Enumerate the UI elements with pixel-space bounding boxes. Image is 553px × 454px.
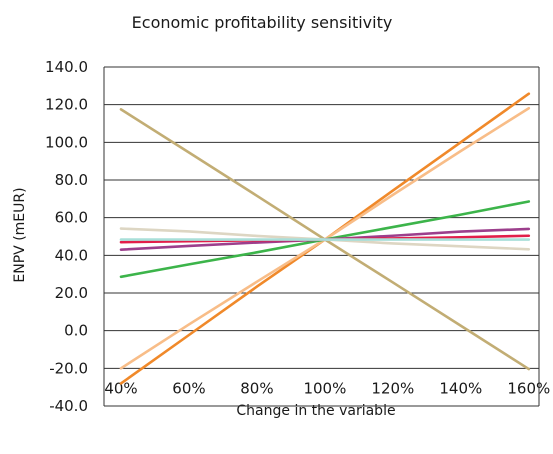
x-tick-label: 160% bbox=[507, 379, 550, 397]
y-tick-label: 40.0 bbox=[55, 246, 88, 264]
y-tick-label: 20.0 bbox=[55, 284, 88, 302]
x-tick-label: 100% bbox=[303, 379, 346, 397]
y-tick-label: -20.0 bbox=[49, 359, 88, 377]
y-ticks: 140.0 120.0 100.0 80.0 60.0 40.0 20.0 0.0 -20.0 -… bbox=[45, 58, 88, 415]
y-tick-label: 80.0 bbox=[55, 171, 88, 189]
grid bbox=[103, 66, 540, 407]
x-tick-label: 60% bbox=[172, 379, 205, 397]
y-tick-label: 60.0 bbox=[55, 209, 88, 227]
x-axis-label: Change in the variable bbox=[236, 403, 395, 419]
x-tick-label: 80% bbox=[240, 379, 273, 397]
y-tick-label: 100.0 bbox=[45, 133, 88, 151]
x-tick-label: 120% bbox=[371, 379, 414, 397]
y-axis-label: ENPV (mEUR) bbox=[12, 187, 28, 282]
x-tick-label: 40% bbox=[104, 379, 137, 397]
y-tick-label: 0.0 bbox=[64, 322, 88, 340]
y-tick-label: -40.0 bbox=[49, 397, 88, 415]
y-tick-label: 120.0 bbox=[45, 96, 88, 114]
series-lines bbox=[119, 92, 531, 385]
x-ticks: 40% 60% 80% 100% 120% 140% 160% bbox=[104, 379, 550, 397]
x-tick-label: 140% bbox=[439, 379, 482, 397]
chart-title: Economic profitability sensitivity bbox=[132, 13, 393, 32]
y-tick-label: 140.0 bbox=[45, 58, 88, 76]
